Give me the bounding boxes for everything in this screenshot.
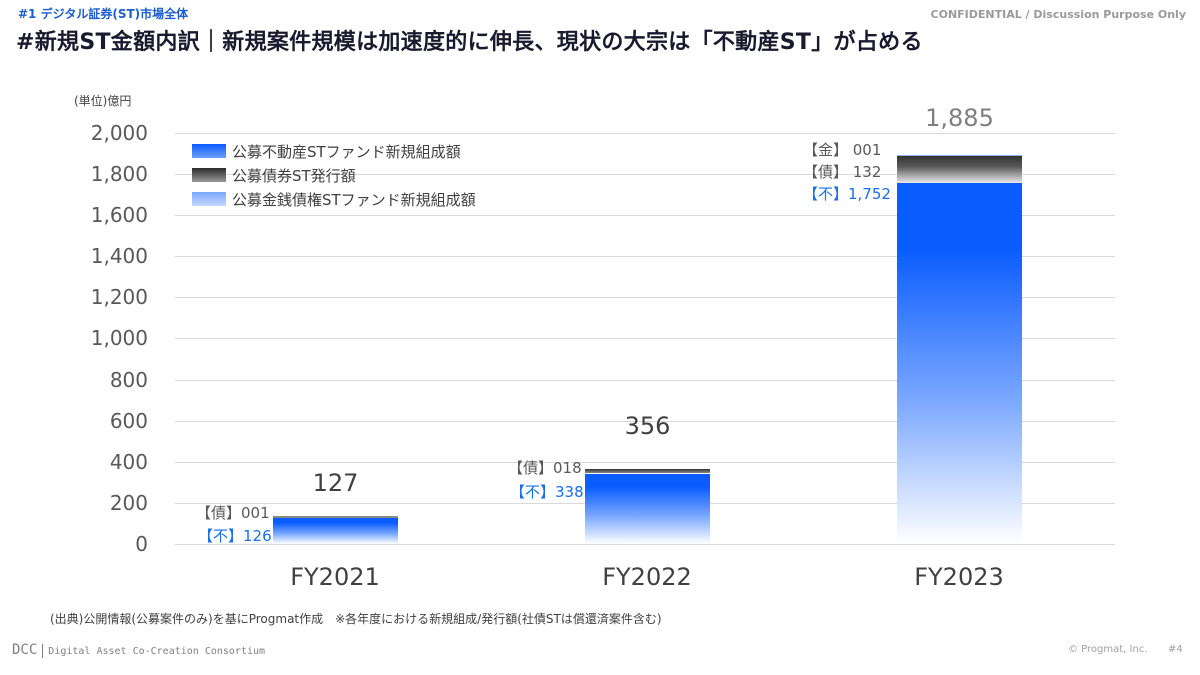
bar-segment-fudosan	[585, 474, 710, 544]
gridline-1200	[175, 297, 1115, 298]
gridline-2000	[175, 133, 1115, 134]
legend-item-fudosan: 公募不動産STファンド新規組成額	[192, 139, 476, 163]
section-tag: #1 デジタル証券(ST)市場全体	[18, 7, 189, 21]
bar-fy2021[interactable]	[273, 516, 398, 544]
bar-segment-kinsen	[897, 155, 1022, 156]
bar-total-label: 356	[624, 412, 671, 440]
y-tick-label: 200	[109, 491, 148, 515]
bar-segment-label-saiken: 【債】001	[196, 504, 270, 522]
bar-segment-saiken	[897, 156, 1022, 183]
page-number: #4	[1168, 644, 1183, 655]
bar-segment-saiken	[585, 469, 710, 473]
legend-swatch-fudosan	[192, 144, 226, 158]
bar-segment-label-saiken: 【債】018	[508, 459, 582, 477]
x-tick-label: FY2023	[914, 563, 1004, 591]
bar-fy2023[interactable]	[897, 155, 1022, 544]
legend-label: 公募金銭債権STファンド新規組成額	[232, 190, 476, 209]
footer-logo: DCC Digital Asset Co-Creation Consortium	[12, 642, 265, 658]
y-tick-label: 1,600	[90, 203, 148, 227]
bar-segment-label-fudosan: 【不】126	[198, 527, 272, 545]
y-tick-label: 1,000	[90, 326, 148, 350]
bar-segment-saiken	[273, 516, 398, 518]
legend-label: 公募不動産STファンド新規組成額	[232, 142, 461, 161]
source-note: (出典)公開情報(公募案件のみ)を基にProgmat作成 ※各年度における新規組…	[50, 612, 662, 626]
y-tick-label: 400	[109, 450, 148, 474]
bar-total-label: 127	[312, 469, 359, 497]
bar-segment-label-kinsen: 【金】 001	[803, 141, 882, 159]
bar-segment-label-fudosan: 【不】1,752	[803, 185, 891, 203]
legend-item-saiken: 公募債券ST発行額	[192, 163, 476, 187]
y-tick-label: 1,800	[90, 162, 148, 186]
gridline-600	[175, 421, 1115, 422]
bar-total-label: 1,885	[925, 104, 994, 132]
y-tick-label: 600	[109, 409, 148, 433]
gridline-800	[175, 380, 1115, 381]
bar-segment-label-fudosan: 【不】338	[510, 483, 584, 501]
dcc-logo-text: DCC	[12, 642, 38, 658]
legend-item-kinsen: 公募金銭債権STファンド新規組成額	[192, 187, 476, 211]
confidential-notice: CONFIDENTIAL / Discussion Purpose Only	[930, 8, 1186, 21]
x-tick-label: FY2022	[602, 563, 692, 591]
page-title: #新規ST金額内訳｜新規案件規模は加速度的に伸長、現状の大宗は「不動産ST」が占…	[16, 30, 923, 55]
stacked-bar-chart: 0 200 400 600 800 1,000 1,200 1,400 1,60…	[90, 104, 1115, 591]
logo-divider	[42, 643, 44, 658]
legend-swatch-saiken	[192, 168, 226, 182]
bar-segment-fudosan	[273, 518, 398, 544]
bar-fy2022[interactable]	[585, 469, 710, 544]
chart-legend: 公募不動産STファンド新規組成額 公募債券ST発行額 公募金銭債権STファンド新…	[192, 139, 476, 211]
bar-segment-fudosan	[897, 183, 1022, 544]
gridline-1800	[175, 174, 1115, 175]
y-tick-label: 0	[135, 532, 148, 556]
y-axis-unit-label: (単位)億円	[74, 94, 132, 108]
legend-swatch-kinsen	[192, 192, 226, 206]
y-tick-label: 800	[109, 368, 148, 392]
x-tick-label: FY2021	[290, 563, 380, 591]
gridline-400	[175, 462, 1115, 463]
copyright: © Progmat, Inc.	[1068, 644, 1148, 655]
bar-segment-label-saiken: 【債】 132	[803, 163, 882, 181]
gridline-1600	[175, 215, 1115, 216]
gridline-1400	[175, 256, 1115, 257]
y-tick-label: 2,000	[90, 121, 148, 145]
y-tick-label: 1,200	[90, 285, 148, 309]
footer-org-name: Digital Asset Co-Creation Consortium	[48, 646, 266, 657]
legend-label: 公募債券ST発行額	[232, 166, 356, 185]
y-tick-label: 1,400	[90, 244, 148, 268]
gridline-1000	[175, 338, 1115, 339]
gridline-0	[175, 544, 1115, 545]
